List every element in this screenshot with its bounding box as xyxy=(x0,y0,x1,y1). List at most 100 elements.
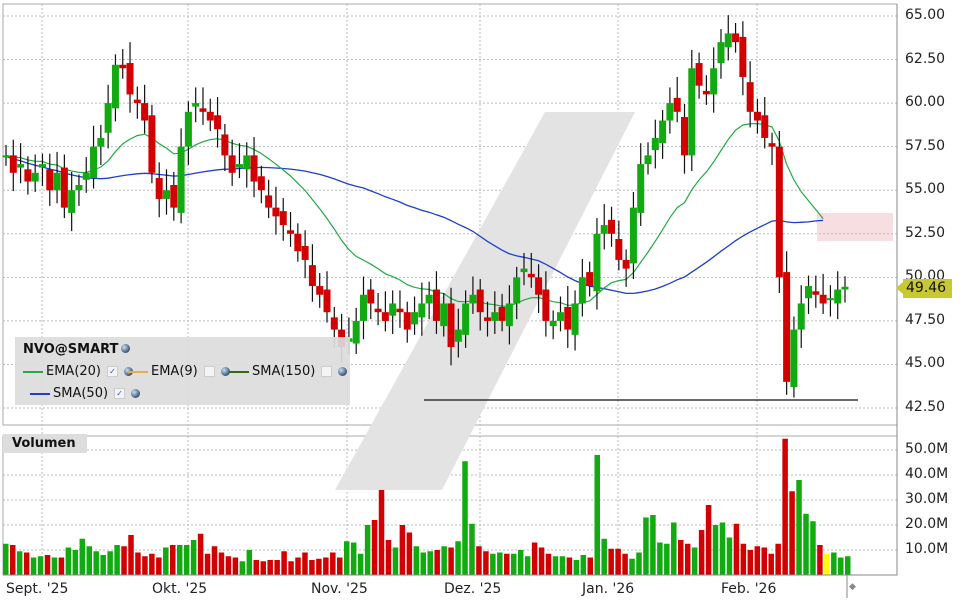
candle xyxy=(243,155,251,170)
volume-bar xyxy=(413,546,420,575)
candle xyxy=(68,190,76,213)
candle xyxy=(498,306,506,321)
volume-bar xyxy=(156,557,162,575)
volume-bar xyxy=(552,556,559,575)
volume-bar xyxy=(176,545,183,575)
volume-bar xyxy=(691,547,698,575)
legend-sma50[interactable]: SMA(50) ✓ xyxy=(30,386,141,401)
candle xyxy=(688,68,696,156)
candle xyxy=(484,317,492,321)
volume-bar xyxy=(580,555,587,575)
volume-bar xyxy=(211,546,218,575)
candle xyxy=(323,289,331,313)
volume-bar xyxy=(761,547,767,575)
globe-icon[interactable] xyxy=(131,389,141,398)
volume-bar xyxy=(510,553,517,575)
legend-sma150[interactable]: SMA(150) xyxy=(229,364,348,379)
volume-bar xyxy=(232,557,239,575)
legend-ema20[interactable]: EMA(20) ✓ xyxy=(23,364,134,379)
volume-bar xyxy=(274,560,280,575)
volume-bar xyxy=(107,551,113,575)
volume-bar xyxy=(490,553,496,575)
candle xyxy=(272,207,280,217)
volume-bar xyxy=(343,541,350,575)
volume-bar xyxy=(796,480,802,575)
candle xyxy=(834,289,842,304)
ema20-line-icon xyxy=(23,370,43,373)
checkbox-unchecked-icon[interactable] xyxy=(203,366,215,377)
candle xyxy=(374,308,382,313)
volume-bar xyxy=(364,525,371,575)
volume-bar xyxy=(371,520,378,575)
volume-bar xyxy=(350,542,357,575)
candle xyxy=(520,268,528,273)
ema20-line xyxy=(5,122,824,307)
candle xyxy=(359,294,367,321)
candle xyxy=(586,272,594,287)
checkbox-unchecked-icon[interactable] xyxy=(321,366,333,377)
volume-bar xyxy=(803,513,809,575)
candle xyxy=(761,115,769,138)
candle xyxy=(31,172,39,182)
volume-axis-tick: 20.0M xyxy=(905,516,949,532)
volume-axis-tick: 40.0M xyxy=(905,466,949,482)
candle xyxy=(60,167,68,208)
candle xyxy=(352,320,360,344)
sma50-line xyxy=(5,155,824,295)
candle xyxy=(542,289,550,321)
price-axis-tick: 55.00 xyxy=(905,181,946,198)
date-axis-tick: Okt. '25 xyxy=(152,581,208,597)
candle xyxy=(826,298,834,301)
volume-bar xyxy=(218,552,225,575)
candle xyxy=(389,303,397,316)
candle xyxy=(797,303,805,330)
volume-axis-tick: 10.0M xyxy=(905,541,949,557)
volume-bar xyxy=(664,543,670,575)
candle xyxy=(294,233,302,252)
candle xyxy=(38,164,46,168)
candle xyxy=(812,291,820,295)
volume-bar xyxy=(23,552,30,575)
candle xyxy=(367,289,375,304)
volume-bar xyxy=(9,545,16,575)
volume-bar xyxy=(149,553,155,575)
candle xyxy=(462,303,470,335)
checkbox-checked-icon[interactable]: ✓ xyxy=(114,388,126,399)
candle xyxy=(783,272,791,382)
candle xyxy=(447,303,455,348)
candle xyxy=(695,63,703,86)
volume-bar xyxy=(643,517,649,575)
candle xyxy=(184,111,192,147)
globe-icon[interactable] xyxy=(121,344,131,353)
volume-bar xyxy=(190,540,197,575)
volume-bar xyxy=(684,543,691,575)
volume-bar xyxy=(483,551,489,575)
volume-bar xyxy=(594,455,600,575)
globe-icon[interactable] xyxy=(220,367,230,376)
volume-bar xyxy=(671,522,677,575)
volume-bar xyxy=(636,552,642,575)
symbol-title: NVO@SMART xyxy=(23,342,131,357)
volume-bar xyxy=(86,546,93,575)
scroll-left-arrow-icon[interactable]: ◆ xyxy=(849,582,856,592)
globe-icon[interactable] xyxy=(338,367,348,376)
volume-bar xyxy=(768,553,774,575)
candle xyxy=(659,120,667,144)
candle xyxy=(578,277,586,304)
volume-bar xyxy=(100,555,106,575)
legend-ema9[interactable]: EMA(9) xyxy=(128,364,230,379)
volume-bar xyxy=(163,547,169,575)
candle xyxy=(221,134,229,156)
checkbox-checked-icon[interactable]: ✓ xyxy=(107,366,119,377)
volume-bar xyxy=(462,461,468,575)
candle xyxy=(155,178,163,199)
candle xyxy=(673,97,681,112)
volume-bar xyxy=(497,552,503,575)
candle xyxy=(308,265,316,287)
volume-bar xyxy=(427,551,433,575)
volume-bar xyxy=(831,552,837,575)
volume-bar xyxy=(281,551,287,575)
volume-bar xyxy=(392,547,399,575)
volume-bar xyxy=(121,546,127,575)
